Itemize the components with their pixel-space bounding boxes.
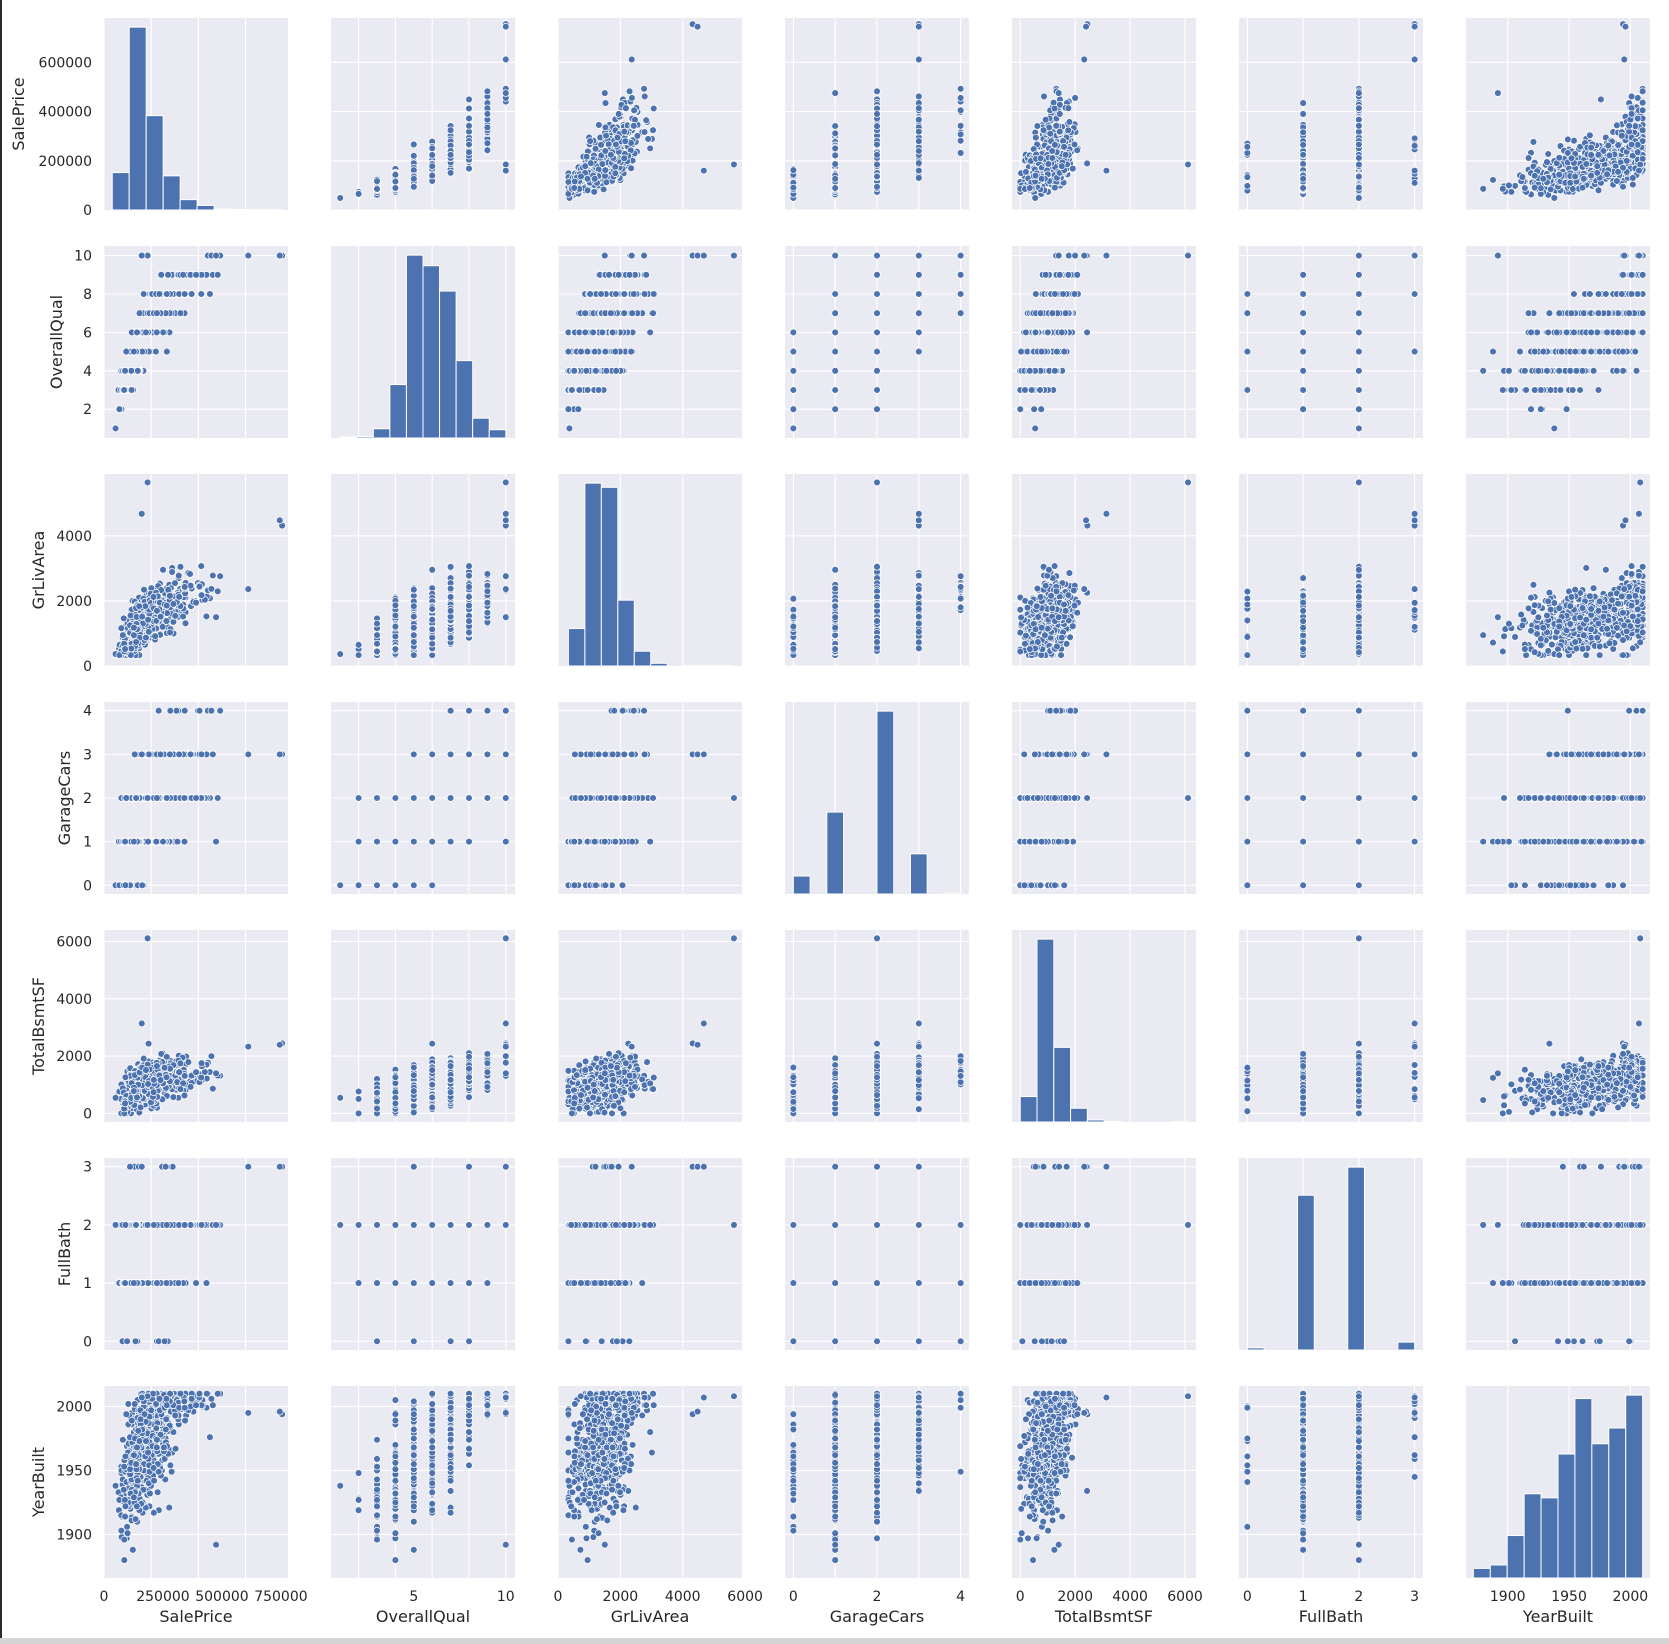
scatter-point [584,187,591,194]
scatter-point [626,88,633,95]
scatter-point [622,105,629,112]
scatter-point [502,23,509,30]
scatter-point [645,136,652,143]
scatter-point [612,170,619,177]
histogram-bar [129,27,146,210]
scatter-point [429,145,436,152]
scatter-point [484,147,491,154]
scatter-point [502,90,509,97]
histogram-bar [146,116,163,210]
scatter-point [484,140,491,147]
scatter-point [466,105,473,112]
scatter-point [466,96,473,103]
scatter-point [466,122,473,129]
scatter-point [641,129,648,136]
scatter-point [447,151,454,158]
scatter-point [583,153,590,160]
scatter-point [643,117,650,124]
scatter-point [621,155,628,162]
scatter-point [447,127,454,134]
scatter-point [630,122,637,129]
scatter-point [571,178,578,185]
scatter-point [484,111,491,118]
scatter-point [612,164,619,171]
scatter-point [602,100,609,107]
scatter-point [634,133,641,140]
scatter-point [466,115,473,122]
scatter-point [429,172,436,179]
scatter-point [484,88,491,95]
histogram-bar [197,205,214,210]
histogram-bar [163,176,180,210]
scatter-point [650,105,657,112]
scatter-point [621,128,628,135]
scatter-point [466,165,473,172]
pairplot-chart: 0200000400000600000SalePrice246810Overal… [0,0,1669,1644]
scatter-point [355,191,362,198]
scatter-point [632,116,639,123]
histogram-bar [214,209,231,210]
scatter-point [374,186,381,193]
scatter-point [392,185,399,192]
scatter-point [629,95,636,102]
scatter-point [429,163,436,170]
scatter-point [602,124,609,131]
scatter-point [502,56,509,63]
scatter-point [392,171,399,178]
panel-saleprice-vs-grlivarea [558,18,742,210]
scatter-point [410,175,417,182]
scatter-point [591,188,598,195]
scatter-point [392,178,399,185]
scatter-point [587,138,594,145]
scatter-point [614,134,621,141]
panel-saleprice-vs-saleprice [104,18,288,210]
scatter-point [374,178,381,185]
scatter-point [410,152,417,159]
scatter-point [447,169,454,176]
panel-saleprice-vs-overallqual [331,18,515,210]
scatter-point [628,165,635,172]
scatter-point [641,85,648,92]
scatter-point [603,179,610,186]
scatter-point [615,111,622,118]
scatter-point [466,141,473,148]
scatter-point [466,149,473,156]
scatter-point [337,195,344,202]
scatter-point [502,167,509,174]
scatter-point [603,132,610,139]
scatter-point [595,122,602,129]
scatter-point [622,138,629,145]
scatter-point [599,161,606,168]
histogram-bar [180,200,197,210]
scatter-point [631,107,638,114]
scatter-point [602,167,609,174]
scatter-point [641,93,648,100]
scatter-point [410,141,417,148]
scatter-point [410,183,417,190]
scatter-point [647,145,654,152]
histogram-bar [112,173,129,210]
scatter-point [429,152,436,159]
scatter-point [650,127,657,134]
scatter-point [600,186,607,193]
scatter-point [484,124,491,131]
histogram-bar [231,209,248,210]
